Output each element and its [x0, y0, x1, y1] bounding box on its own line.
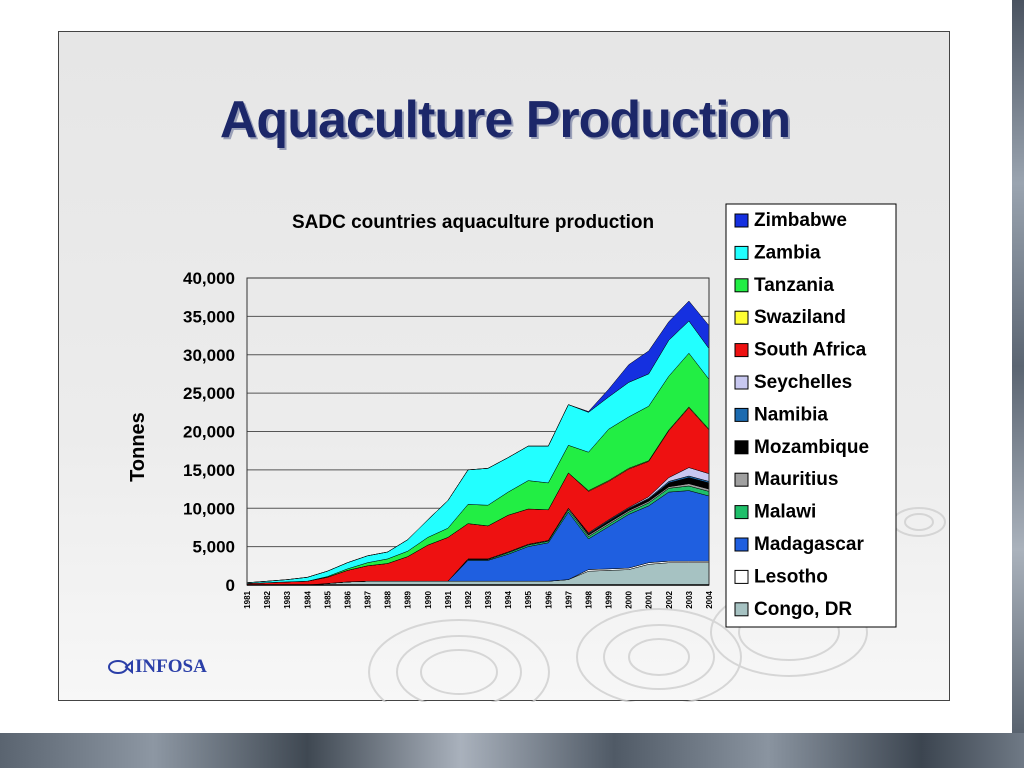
y-tick-labels: 0 5,000 10,000 15,000 20,000 25,000 30,000 35,0… — [183, 269, 235, 595]
x-tick-label: 2001 — [645, 590, 654, 608]
x-tick-label: 1989 — [404, 590, 413, 608]
legend-swatch — [734, 569, 749, 584]
y-tick-label: 5,000 — [192, 538, 235, 557]
slide-panel: Aquaculture Production SADC countries aq… — [58, 31, 950, 702]
legend-swatch — [734, 472, 749, 487]
x-tick-label: 1990 — [424, 590, 433, 608]
x-tick-label: 1999 — [605, 590, 614, 608]
y-tick-label: 25,000 — [183, 384, 235, 403]
slide-title: Aquaculture Production — [219, 91, 791, 149]
x-tick-label: 1993 — [484, 590, 493, 608]
legend-swatch — [734, 537, 749, 552]
y-tick-label: 30,000 — [183, 346, 235, 365]
legend-label: Zambia — [754, 242, 821, 263]
y-tick-label: 15,000 — [183, 461, 235, 480]
x-tick-labels: 1981 1982 1983 1984 1985 1986 1987 1988 1989 1990… — [243, 590, 714, 608]
legend-label: Seychelles — [754, 372, 852, 393]
legend-label: South Africa — [754, 340, 867, 361]
legend-swatch — [734, 343, 749, 358]
legend-swatch — [734, 602, 749, 617]
legend-label: Swaziland — [754, 307, 846, 328]
x-tick-label: 2004 — [705, 590, 714, 608]
y-tick-label: 20,000 — [183, 423, 235, 442]
y-tick-label: 35,000 — [183, 307, 235, 326]
fish-icon — [108, 659, 133, 675]
x-tick-label: 1991 — [444, 590, 453, 608]
legend-swatch — [734, 245, 749, 260]
legend-swatch — [734, 310, 749, 325]
x-tick-label: 1996 — [544, 590, 553, 608]
y-axis-label: Tonnes — [127, 412, 149, 482]
y-tick-label: 40,000 — [183, 269, 235, 288]
x-tick-label: 1997 — [564, 590, 573, 608]
x-tick-label: 1995 — [524, 590, 533, 608]
legend-label: Mauritius — [754, 469, 838, 490]
legend-box — [725, 203, 897, 628]
x-tick-label: 1998 — [584, 590, 593, 608]
legend-swatch — [734, 375, 749, 390]
area-layer — [246, 300, 710, 586]
legend-label: Mozambique — [754, 437, 869, 458]
x-tick-label: 1987 — [364, 590, 373, 608]
ripple-decoration — [368, 507, 946, 702]
legend: Zimbabwe Zambia Tanzania Swaziland South Afr… — [725, 203, 897, 628]
legend-label: Namibia — [754, 404, 828, 425]
x-tick-label: 1984 — [303, 590, 312, 608]
x-tick-label: 1994 — [504, 590, 513, 608]
infosa-logo: INFOSA — [107, 656, 207, 678]
legend-items: Zimbabwe Zambia Tanzania Swaziland South Afr… — [734, 210, 869, 620]
background-strip-right — [1012, 0, 1024, 733]
background-strip-bottom — [0, 733, 1024, 768]
legend-swatch — [734, 278, 749, 293]
legend-label: Tanzania — [754, 275, 834, 296]
legend-label: Malawi — [754, 502, 816, 523]
chart: SADC countries aquaculture production To… — [127, 203, 946, 702]
legend-swatch — [734, 505, 749, 520]
legend-label: Congo, DR — [754, 599, 852, 620]
x-tick-label: 1983 — [283, 590, 292, 608]
chart-title: SADC countries aquaculture production — [292, 212, 654, 233]
x-tick-label: 1981 — [243, 590, 252, 608]
logo-text: INFOSA — [135, 656, 207, 677]
legend-swatch — [734, 440, 749, 455]
legend-label: Madagascar — [754, 534, 864, 555]
y-tick-label: 0 — [226, 576, 235, 595]
legend-swatch — [734, 407, 749, 422]
x-tick-label: 2003 — [685, 590, 694, 608]
x-tick-label: 1992 — [464, 590, 473, 608]
x-tick-label: 1988 — [384, 590, 393, 608]
legend-swatch — [734, 213, 749, 228]
x-tick-label: 2002 — [665, 590, 674, 608]
y-tick-label: 10,000 — [183, 499, 235, 518]
axis-layer — [246, 277, 710, 586]
x-tick-label: 2000 — [625, 590, 634, 608]
legend-label: Zimbabwe — [754, 210, 847, 231]
x-tick-label: 1982 — [263, 590, 272, 608]
legend-label: Lesotho — [754, 566, 828, 587]
x-tick-label: 1985 — [323, 590, 332, 608]
x-tick-label: 1986 — [343, 590, 352, 608]
